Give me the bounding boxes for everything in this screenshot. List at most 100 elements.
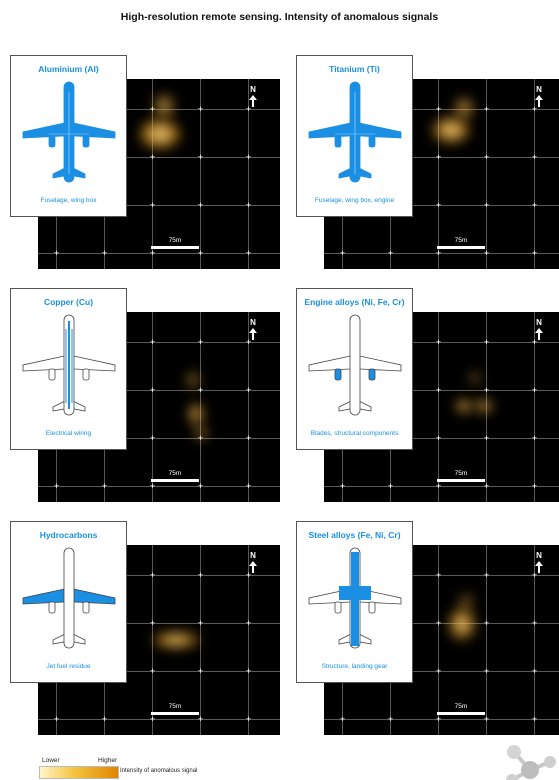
grid-line [152, 79, 153, 269]
plus-icon: + [435, 714, 442, 724]
plus-icon: + [483, 714, 490, 724]
plus-icon: + [245, 152, 252, 162]
element-caption: Fuselage, wing box, engine [314, 197, 395, 204]
signal-hotspot [151, 631, 201, 649]
plus-icon: + [149, 200, 156, 210]
grid-line [38, 390, 280, 391]
plus-icon: + [435, 570, 442, 580]
grid-line [438, 545, 439, 735]
plus-icon: + [149, 481, 156, 491]
element-card: Titanium (Ti) Fuselage, wing box, engine [296, 55, 413, 217]
plus-icon: + [149, 714, 156, 724]
north-arrow-icon: N [532, 319, 546, 340]
plus-icon: + [483, 152, 490, 162]
grid-line [38, 719, 280, 720]
plus-icon: + [149, 248, 156, 258]
legend-low-label: Lower [42, 757, 60, 764]
north-label: N [250, 318, 256, 327]
grid-line [152, 312, 153, 502]
signal-hotspot [138, 118, 182, 150]
grid-line [534, 312, 535, 502]
plus-icon: + [197, 200, 204, 210]
plus-icon: + [483, 433, 490, 443]
grid-line [324, 438, 559, 439]
signal-hotspot [188, 402, 204, 426]
plus-icon: + [197, 666, 204, 676]
plus-icon: + [435, 433, 442, 443]
airplane-icon [305, 544, 405, 652]
grid-line [324, 205, 559, 206]
element-name: Engine alloys (Ni, Fe, Cr) [304, 297, 405, 307]
grid-line [486, 545, 487, 735]
north-arrow-icon: N [246, 319, 260, 340]
plus-icon: + [197, 385, 204, 395]
airplane-icon [305, 311, 405, 419]
plus-icon: + [245, 481, 252, 491]
molecule-icon [506, 745, 556, 780]
signal-hotspot [448, 607, 476, 641]
signal-hotspot [455, 399, 473, 413]
grid-line [438, 312, 439, 502]
plus-icon: + [53, 248, 60, 258]
grid-line [438, 79, 439, 269]
grid-line [38, 575, 280, 576]
element-caption: Jet fuel residue [46, 663, 91, 670]
signal-hotspot [153, 93, 175, 119]
plus-icon: + [197, 714, 204, 724]
element-name: Aluminium (Al) [38, 64, 99, 74]
grid-line [486, 79, 487, 269]
plus-icon: + [197, 104, 204, 114]
scale-bar: 75m [437, 470, 485, 482]
grid-line [324, 671, 559, 672]
scale-label: 75m [168, 237, 182, 244]
plus-icon: + [149, 433, 156, 443]
plus-icon: + [197, 248, 204, 258]
element-caption: Fuselage, wing box [40, 197, 97, 204]
plus-icon: + [483, 481, 490, 491]
north-label: N [536, 85, 542, 94]
plus-icon: + [483, 666, 490, 676]
element-card: Hydrocarbons Jet fuel residue [10, 521, 127, 683]
plus-icon: + [483, 248, 490, 258]
airplane-icon [19, 311, 119, 419]
element-caption: Blades, structural components [310, 430, 399, 437]
element-card: Copper (Cu) Electrical wiring [10, 288, 127, 450]
plus-icon: + [149, 666, 156, 676]
plus-icon: + [149, 337, 156, 347]
grid-line [324, 390, 559, 391]
north-arrow-icon: N [532, 552, 546, 573]
grid-line [324, 623, 559, 624]
plus-icon: + [435, 152, 442, 162]
plus-icon: + [483, 200, 490, 210]
plus-icon: + [435, 618, 442, 628]
plus-icon: + [339, 248, 346, 258]
element-name: Titanium (Ti) [329, 64, 380, 74]
plus-icon: + [339, 481, 346, 491]
plus-icon: + [148, 105, 157, 114]
plus-icon: + [483, 385, 490, 395]
scale-bar: 75m [437, 703, 485, 715]
signal-hotspot [454, 96, 474, 120]
plus-icon: + [197, 618, 204, 628]
element-name: Steel alloys (Fe, Ni, Cr) [308, 530, 401, 540]
plus-icon: + [435, 248, 442, 258]
plus-icon: + [245, 433, 252, 443]
grid-line [38, 486, 280, 487]
plus-icon: + [531, 104, 538, 114]
plus-icon: + [339, 714, 346, 724]
grid-line [324, 342, 559, 343]
grid-line [324, 253, 559, 254]
plus-icon: + [101, 248, 108, 258]
legend-description: Intensity of anomalous signal [120, 768, 198, 774]
grid-line [324, 719, 559, 720]
scale-label: 75m [454, 470, 468, 477]
element-name: Hydrocarbons [39, 530, 98, 540]
plus-icon: + [387, 248, 394, 258]
plus-icon: + [245, 337, 252, 347]
plus-icon: + [531, 666, 538, 676]
plus-icon: + [245, 385, 252, 395]
